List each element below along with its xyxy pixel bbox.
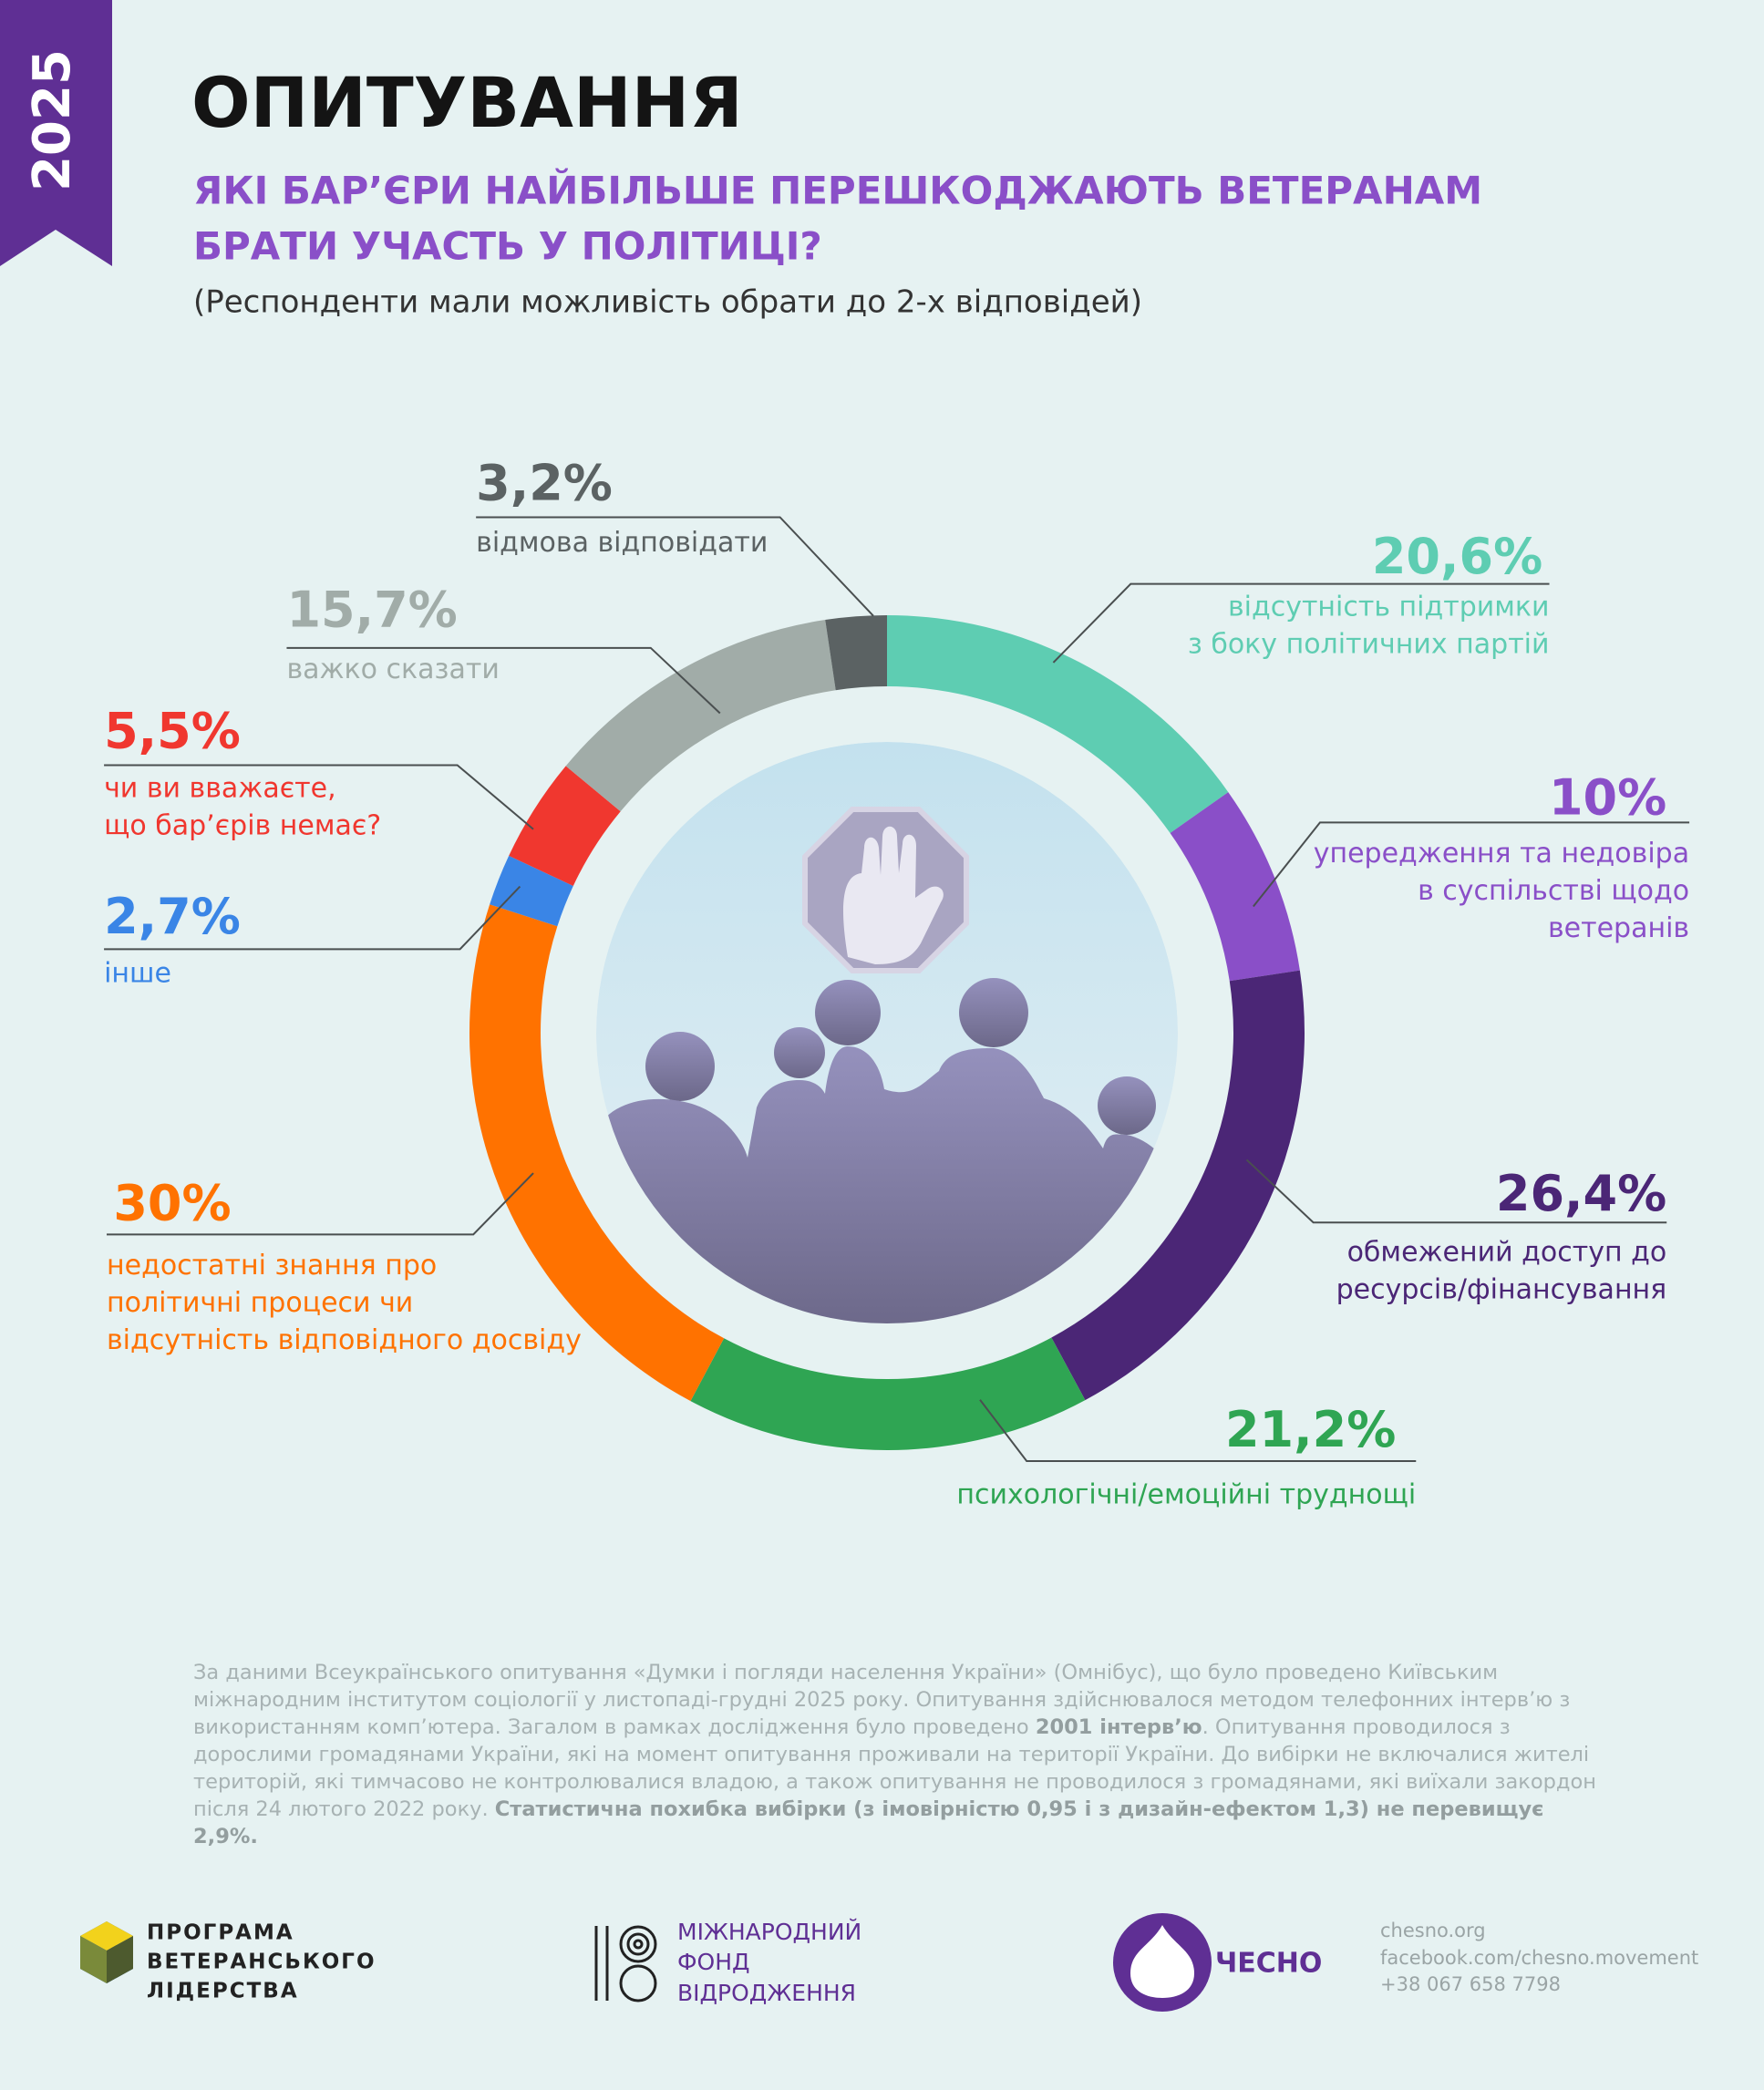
logo-text: ЧЕСНО — [1215, 1948, 1322, 1980]
footnote-run: За даними Всеукраїнського опитування «Ду… — [193, 1661, 1571, 1739]
value-label: 2,7% — [104, 888, 241, 945]
donut-segment — [469, 904, 725, 1402]
donut-segment — [825, 615, 887, 691]
category-label: політичні процеси чи — [107, 1287, 413, 1319]
footnote-run: . Опитування проводилося з дорослими гро… — [193, 1715, 1596, 1821]
category-label: відсутність підтримки — [1228, 591, 1550, 623]
leader-line — [979, 1399, 1417, 1462]
logo-text: ПРОГРАМА — [147, 1921, 294, 1945]
value-label: 10% — [1549, 769, 1666, 827]
year: 2025 — [23, 49, 82, 191]
leader-line — [107, 1172, 534, 1236]
value-label: 30% — [113, 1174, 231, 1231]
logo-veteran: ПРОГРАМА ВЕТЕРАНСЬКОГО ЛІДЕРСТВА — [80, 1921, 377, 2003]
leader-line — [104, 885, 521, 951]
category-label: відсутність відповідного досвіду — [107, 1324, 582, 1356]
labels: 20,6% відсутність підтримки з боку політич… — [104, 454, 1690, 1511]
leader-line — [1245, 1158, 1667, 1224]
logo-text: ФОНД — [677, 1949, 750, 1975]
contact: chesno.org — [1380, 1920, 1486, 1941]
category-label: в суспільстві щодо — [1418, 875, 1689, 907]
donut-segment — [1051, 970, 1305, 1401]
illustration — [596, 742, 1178, 1323]
category-label: ресурсів/фінансування — [1336, 1273, 1667, 1305]
category-label: інше — [104, 958, 171, 990]
leader-line — [1052, 582, 1550, 664]
logo-text: ЛІДЕРСТВА — [147, 1980, 299, 2003]
contact: +38 067 658 7798 — [1380, 1973, 1561, 1995]
leader-line — [1253, 821, 1690, 908]
logo-chesno: ЧЕСНО — [1113, 1913, 1322, 2012]
footnote-run: Статистична похибка вибірки (з імовірніс… — [193, 1797, 1544, 1848]
category-label: психологічні/емоційні труднощі — [956, 1479, 1416, 1511]
donut-segment — [887, 615, 1229, 834]
footnote: За даними Всеукраїнського опитування «Ду… — [193, 1659, 1615, 1850]
title: ОПИТУВАННЯ — [191, 62, 743, 143]
donut — [469, 615, 1305, 1450]
value-label: 26,4% — [1496, 1165, 1666, 1222]
category-label: важко сказати — [286, 654, 499, 685]
category-label: ветеранів — [1548, 912, 1689, 944]
contact: facebook.com/chesno.movement — [1380, 1947, 1698, 1969]
value-label: 15,7% — [286, 581, 457, 638]
donut-segment — [490, 855, 573, 927]
donut-segment — [509, 766, 621, 886]
donut-segment — [690, 1337, 1086, 1450]
year-ribbon — [0, 0, 112, 266]
leader-line — [476, 516, 874, 617]
category-label: що бар’єрів немає? — [104, 809, 381, 841]
value-label: 20,6% — [1372, 528, 1542, 585]
donut-segment — [565, 620, 836, 812]
logo-irf: МІЖНАРОДНИЙ ФОНД ВІДРОДЖЕННЯ — [594, 1919, 861, 2006]
logo-text: МІЖНАРОДНИЙ — [677, 1919, 861, 1945]
leader-line — [104, 764, 534, 830]
category-label: відмова відповідати — [476, 527, 768, 559]
value-label: 3,2% — [476, 454, 613, 511]
category-label: обмежений доступ до — [1347, 1236, 1667, 1268]
logo-text: ВІДРОДЖЕННЯ — [677, 1980, 856, 2006]
donut-segment — [1170, 792, 1300, 982]
category-label: недостатні знання про — [107, 1250, 437, 1282]
category-label: з боку політичних партій — [1188, 628, 1550, 660]
category-label: упередження та недовіра — [1314, 838, 1689, 870]
logo-text: ВЕТЕРАНСЬКОГО — [147, 1951, 377, 1974]
leader-line — [286, 646, 721, 715]
value-label: 21,2% — [1225, 1401, 1396, 1458]
category-label: чи ви вважаєте, — [104, 772, 336, 804]
subtitle: (Респонденти мали можливість обрати до 2… — [193, 284, 1142, 321]
question: ЯКІ БАР’ЄРИ НАЙБІЛЬШЕ ПЕРЕШКОДЖАЮТЬ ВЕТЕ… — [193, 168, 1482, 213]
question: БРАТИ УЧАСТЬ У ПОЛІТИЦІ? — [193, 224, 822, 269]
footnote-run: 2001 інтерв’ю — [1035, 1715, 1202, 1739]
value-label: 5,5% — [104, 703, 241, 760]
